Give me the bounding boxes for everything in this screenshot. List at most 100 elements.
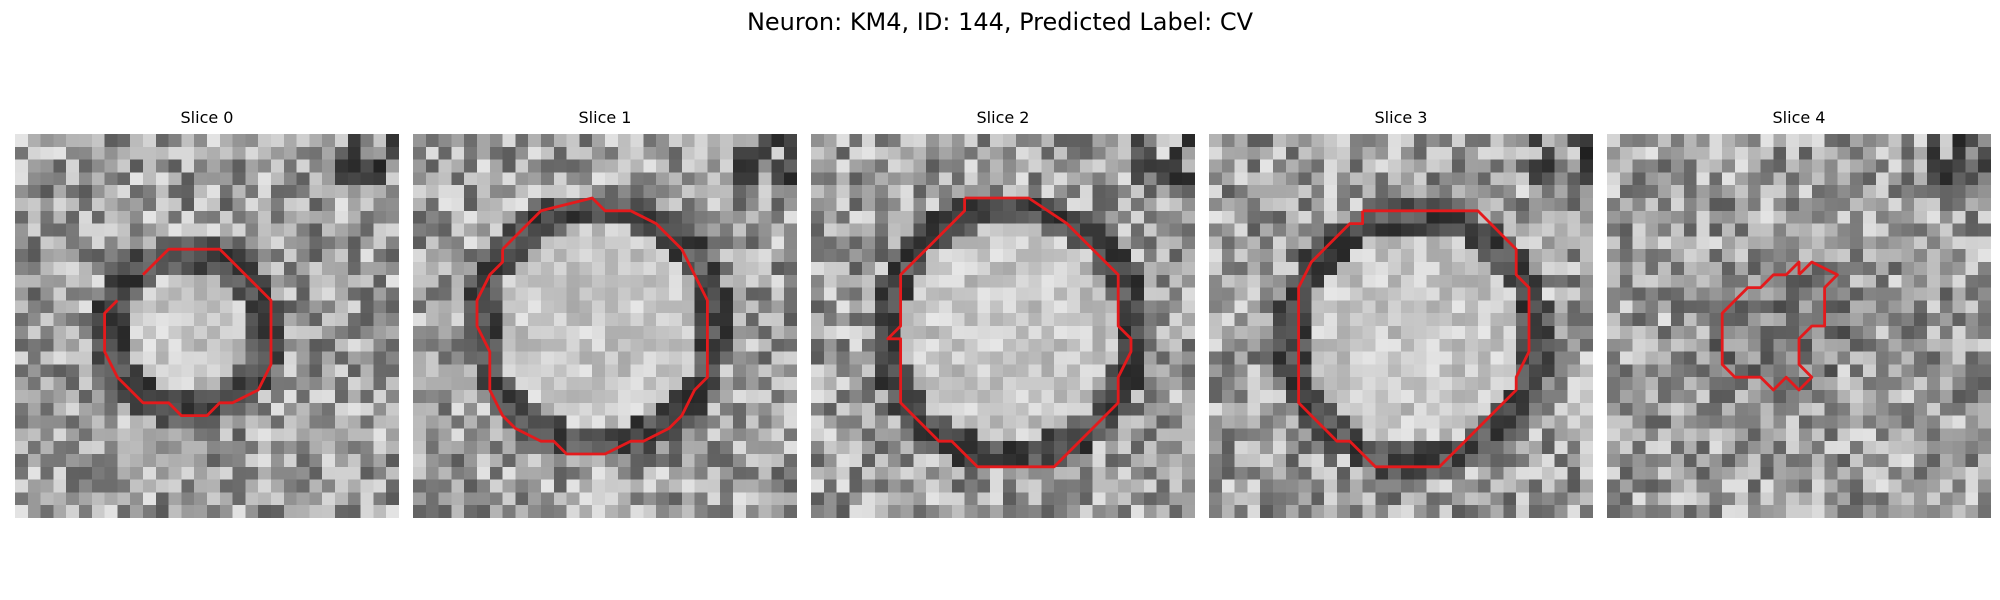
pixel: [965, 262, 978, 275]
pixel: [541, 275, 554, 288]
pixel: [1633, 249, 1646, 262]
pixel: [41, 364, 54, 377]
pixel: [695, 467, 708, 480]
pixel: [1671, 236, 1684, 249]
pixel: [1580, 454, 1593, 467]
pixel: [1299, 313, 1312, 326]
pixel: [373, 198, 386, 211]
pixel: [207, 134, 220, 147]
pixel: [439, 326, 452, 339]
pixel: [1016, 454, 1029, 467]
pixel: [439, 428, 452, 441]
slice-image-4: [1607, 134, 1991, 518]
pixel: [1503, 480, 1516, 493]
pixel: [1542, 198, 1555, 211]
pixel: [156, 313, 169, 326]
pixel: [990, 352, 1003, 365]
pixel: [1311, 441, 1324, 454]
pixel: [977, 288, 990, 301]
pixel: [977, 480, 990, 493]
pixel: [811, 224, 824, 237]
pixel: [824, 236, 837, 249]
pixel: [1427, 300, 1440, 313]
pixel: [361, 262, 374, 275]
pixel: [28, 185, 41, 198]
pixel: [439, 441, 452, 454]
pixel: [1337, 480, 1350, 493]
pixel: [939, 288, 952, 301]
pixel: [1131, 505, 1144, 518]
pixel: [1337, 428, 1350, 441]
pixel: [1503, 160, 1516, 173]
pixel: [1620, 467, 1633, 480]
pixel: [386, 428, 399, 441]
pixel: [977, 224, 990, 237]
pixel: [811, 262, 824, 275]
pixel: [361, 313, 374, 326]
pixel: [952, 147, 965, 160]
pixel: [1363, 236, 1376, 249]
pixel: [15, 441, 28, 454]
pixel: [913, 352, 926, 365]
pixel: [1735, 326, 1748, 339]
pixel: [1003, 492, 1016, 505]
pixel: [92, 313, 105, 326]
pixel: [771, 211, 784, 224]
pixel: [1607, 172, 1620, 185]
pixel: [413, 428, 426, 441]
pixel-grid-0: [15, 134, 399, 518]
pixel: [695, 147, 708, 160]
pixel: [1337, 403, 1350, 416]
pixel: [1182, 224, 1195, 237]
pixel: [1953, 364, 1966, 377]
pixel: [1235, 147, 1248, 160]
pixel: [92, 300, 105, 313]
pixel: [1607, 288, 1620, 301]
pixel: [939, 313, 952, 326]
pixel: [952, 224, 965, 237]
pixel: [771, 364, 784, 377]
pixel: [1825, 313, 1838, 326]
pixel: [862, 377, 875, 390]
pixel: [824, 454, 837, 467]
pixel: [1786, 390, 1799, 403]
pixel: [1773, 492, 1786, 505]
pixel: [426, 339, 439, 352]
pixel: [1105, 172, 1118, 185]
pixel: [1799, 480, 1812, 493]
pixel: [373, 288, 386, 301]
pixel: [143, 441, 156, 454]
pixel: [361, 492, 374, 505]
pixel: [245, 160, 258, 173]
pixel: [875, 249, 888, 262]
pixel: [15, 224, 28, 237]
pixel: [515, 492, 528, 505]
pixel: [707, 352, 720, 365]
pixel: [1131, 416, 1144, 429]
pixel: [1439, 185, 1452, 198]
pixel: [1953, 300, 1966, 313]
pixel: [1901, 326, 1914, 339]
pixel: [207, 224, 220, 237]
pixel: [1350, 185, 1363, 198]
pixel: [913, 185, 926, 198]
pixel: [759, 313, 772, 326]
pixel: [426, 326, 439, 339]
pixel: [926, 160, 939, 173]
pixel: [1427, 467, 1440, 480]
pixel: [1105, 300, 1118, 313]
pixel: [746, 390, 759, 403]
pixel: [1761, 454, 1774, 467]
pixel: [426, 275, 439, 288]
pixel: [1041, 339, 1054, 352]
pixel: [875, 377, 888, 390]
pixel: [1169, 377, 1182, 390]
pixel: [322, 198, 335, 211]
pixel: [1671, 262, 1684, 275]
pixel: [1286, 505, 1299, 518]
pixel: [965, 236, 978, 249]
pixel: [733, 505, 746, 518]
pixel: [439, 364, 452, 377]
pixel: [1914, 236, 1927, 249]
pixel: [1555, 172, 1568, 185]
